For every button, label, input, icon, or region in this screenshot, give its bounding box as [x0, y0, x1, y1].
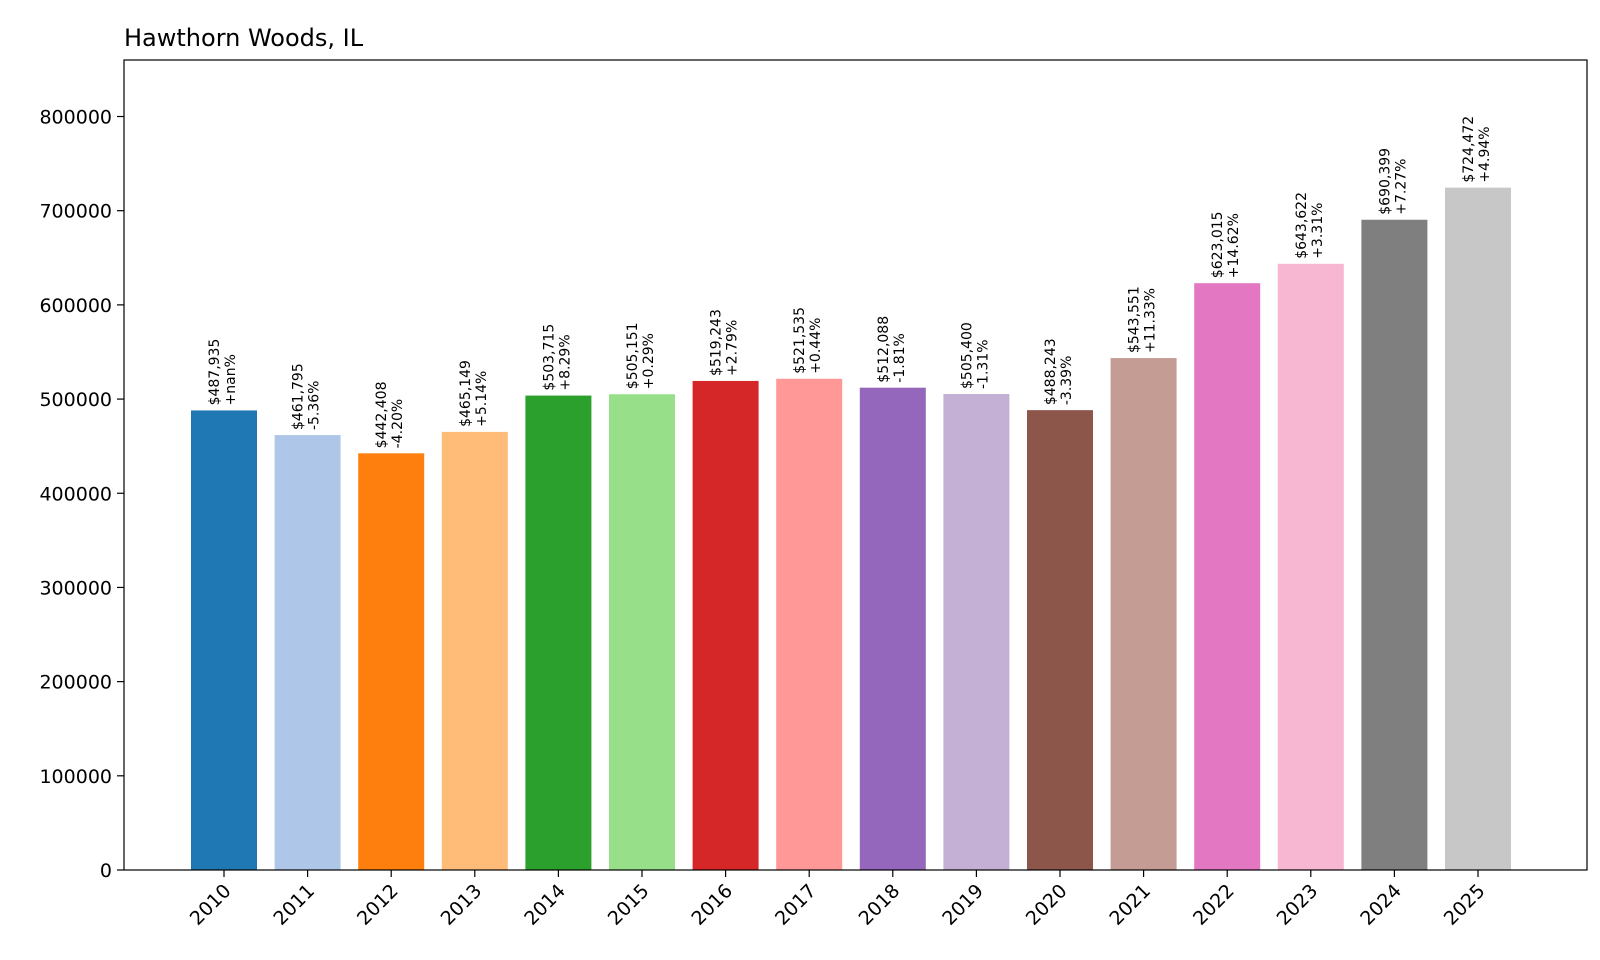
bar-change-label: +0.29%: [641, 333, 657, 389]
bar-2016: [692, 380, 759, 870]
x-axis: 2010 2011 2012 2013 2014 2015 2016 2017 2018 2019…: [186, 870, 1490, 930]
bar-2019: [943, 393, 1010, 870]
x-tick-label: 2010: [186, 880, 236, 930]
bar-value-label: $643,622: [1294, 192, 1310, 259]
bar-labels-group: $487,935 +nan% $461,795 -5.36% $442,408 -4.20…: [207, 116, 1493, 448]
y-tick-label: 100000: [39, 766, 112, 788]
y-tick-label: 500000: [39, 389, 112, 411]
bar-change-label: +8.29%: [557, 334, 573, 390]
x-tick-label: 2021: [1105, 880, 1155, 930]
bar-value-label: $488,243: [1043, 338, 1059, 405]
plot-frame: [123, 59, 1588, 871]
bar-2018: [859, 387, 926, 870]
bar-value-label: $461,795: [291, 363, 307, 430]
bar-change-label: +7.27%: [1393, 159, 1409, 215]
bar-change-label: -1.31%: [975, 339, 991, 389]
bar-value-label: $487,935: [207, 339, 223, 406]
x-tick-label: 2013: [437, 880, 487, 930]
bar-2020: [1027, 410, 1093, 870]
bar-2021: [1110, 358, 1177, 870]
x-tick-label: 2019: [938, 880, 988, 930]
bar-value-label: $690,399: [1377, 148, 1393, 215]
bar-change-label: +11.33%: [1143, 288, 1159, 353]
bar-value-label: $543,551: [1127, 286, 1143, 353]
bar-2017: [776, 378, 843, 870]
bar-2011: [274, 435, 341, 870]
bar-2023: [1277, 263, 1344, 871]
bar-change-label: -4.20%: [390, 399, 406, 449]
bar-change-label: +5.14%: [474, 371, 490, 427]
bar-value-label: $465,149: [458, 360, 474, 427]
y-tick-label: 600000: [39, 295, 112, 317]
bar-change-label: -3.39%: [1059, 356, 1075, 406]
bar-change-label: +nan%: [223, 354, 239, 405]
x-tick-label: 2020: [1022, 880, 1072, 930]
bar-change-label: +2.79%: [725, 320, 741, 376]
bar-value-label: $724,472: [1461, 116, 1477, 183]
x-tick-label: 2023: [1273, 880, 1323, 930]
bar-value-label: $519,243: [709, 309, 725, 376]
x-tick-label: 2024: [1356, 880, 1406, 930]
chart-title: Hawthorn Woods, IL: [124, 24, 364, 52]
bar-change-label: +3.31%: [1310, 203, 1326, 259]
x-tick-label: 2016: [687, 880, 737, 930]
bar-2013: [441, 431, 508, 870]
bar-value-label: $505,151: [625, 322, 641, 389]
bar-2025: [1445, 187, 1511, 871]
bar-value-label: $505,400: [959, 322, 975, 389]
y-tick-label: 0: [100, 860, 112, 882]
x-tick-label: 2025: [1440, 880, 1490, 930]
x-tick-label: 2022: [1189, 880, 1239, 930]
bar-value-label: $503,715: [541, 324, 557, 391]
bar-2022: [1194, 283, 1261, 870]
x-tick-label: 2014: [520, 880, 570, 930]
bar-2024: [1361, 219, 1428, 870]
bar-value-label: $521,535: [792, 307, 808, 374]
bar-value-label: $442,408: [374, 382, 390, 449]
x-tick-label: 2017: [771, 880, 821, 930]
bar-change-label: +14.62%: [1226, 213, 1242, 278]
y-axis: 0 100000 200000 300000 400000 500000 600000 700…: [39, 107, 124, 882]
bar-change-label: +4.94%: [1477, 126, 1493, 182]
bar-value-label: $512,088: [876, 316, 892, 383]
bar-2015: [609, 394, 675, 870]
bar-change-label: +0.44%: [808, 318, 824, 374]
x-tick-label: 2012: [353, 880, 403, 930]
bars-group: [191, 187, 1511, 871]
bar-2010: [191, 410, 257, 870]
bar-change-label: -1.81%: [892, 333, 908, 383]
y-tick-label: 400000: [39, 483, 112, 505]
bar-2014: [525, 395, 592, 870]
bar-change-label: -5.36%: [307, 381, 323, 431]
x-tick-label: 2015: [604, 880, 654, 930]
bar-2012: [358, 453, 425, 870]
bar-value-label: $623,015: [1210, 211, 1226, 278]
y-tick-label: 200000: [39, 672, 112, 694]
x-tick-label: 2011: [269, 880, 319, 930]
x-tick-label: 2018: [855, 880, 905, 930]
y-tick-label: 700000: [39, 201, 112, 223]
y-tick-label: 300000: [39, 577, 112, 599]
y-tick-label: 800000: [39, 107, 112, 129]
